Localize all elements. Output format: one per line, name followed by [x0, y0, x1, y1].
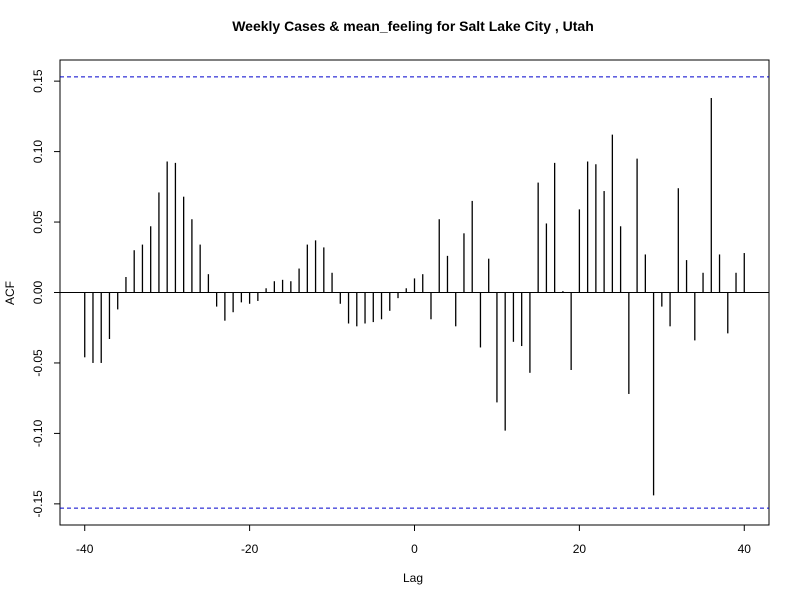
y-tick-label: -0.15: [31, 490, 45, 518]
x-tick-label: -40: [76, 542, 94, 556]
y-tick-label: 0.10: [31, 140, 45, 164]
y-tick-label: 0.00: [31, 280, 45, 304]
y-tick-label: 0.15: [31, 69, 45, 93]
y-tick-label: -0.05: [31, 349, 45, 377]
y-axis-label: ACF: [3, 281, 17, 305]
x-tick-label: 0: [411, 542, 418, 556]
x-tick-label: -20: [241, 542, 259, 556]
y-tick-label: -0.10: [31, 419, 45, 447]
x-tick-label: 40: [738, 542, 752, 556]
y-tick-label: 0.05: [31, 210, 45, 234]
chart-title: Weekly Cases & mean_feeling for Salt Lak…: [232, 18, 594, 34]
x-tick-label: 20: [573, 542, 587, 556]
x-axis-label: Lag: [403, 571, 423, 585]
